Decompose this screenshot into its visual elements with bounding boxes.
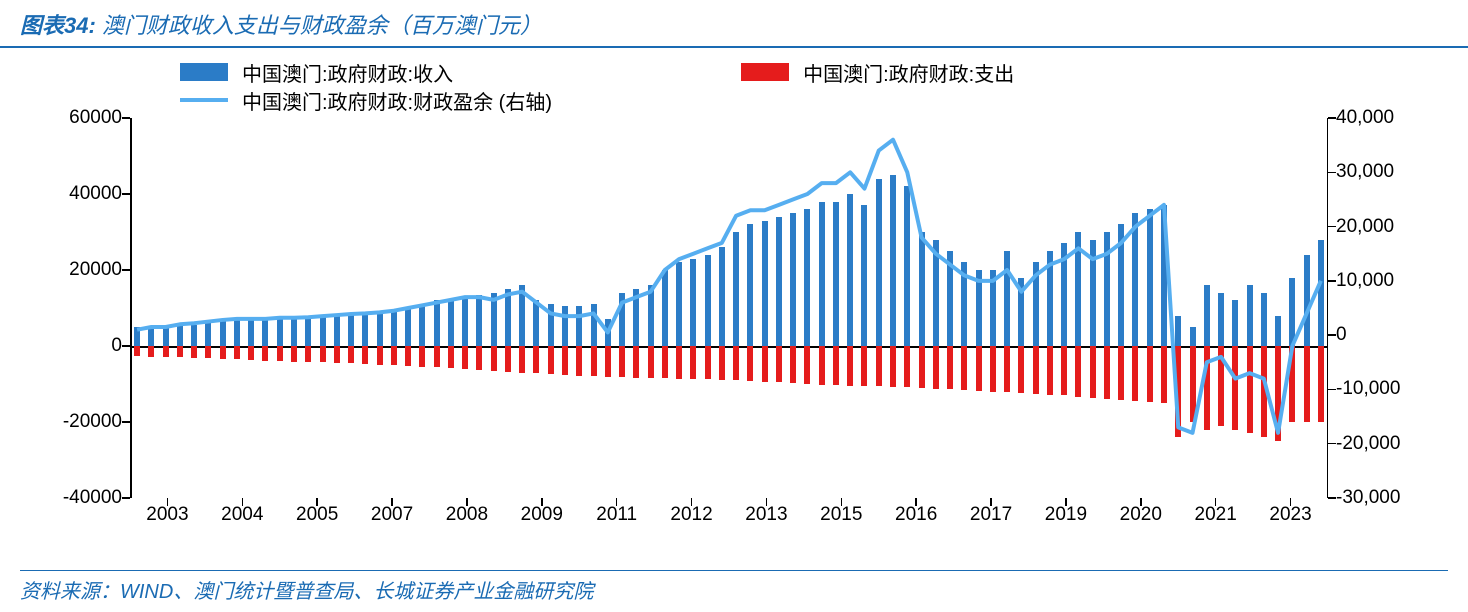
x-tick-label: 2015 bbox=[820, 504, 862, 526]
y-left-tick-label: -20000 bbox=[63, 411, 122, 433]
source-citation: 资料来源：WIND、澳门统计暨普查局、长城证券产业金融研究院 bbox=[20, 570, 1448, 604]
x-tick-label: 2019 bbox=[1045, 504, 1087, 526]
y-right-tick-label: -20,000 bbox=[1336, 433, 1400, 455]
x-tick-label: 2021 bbox=[1195, 504, 1237, 526]
plot-region: -40000-200000200004000060000-30,000-20,0… bbox=[130, 118, 1328, 498]
legend-label-revenue: 中国澳门:政府财政:收入 bbox=[242, 58, 453, 87]
x-tick-label: 2023 bbox=[1269, 504, 1311, 526]
y-left-tick-label: 40000 bbox=[69, 183, 122, 205]
y-left-tick-label: 60000 bbox=[69, 107, 122, 129]
x-tick-label: 2012 bbox=[670, 504, 712, 526]
y-right-tick-label: 10,000 bbox=[1336, 270, 1394, 292]
y-right-tick-label: 0 bbox=[1336, 324, 1347, 346]
line-surplus bbox=[130, 118, 1328, 498]
chart-title-number: 图表34: bbox=[20, 13, 96, 38]
y-left-tick-label: -40000 bbox=[63, 487, 122, 509]
chart-title: 图表34: 澳门财政收入支出与财政盈余（百万澳门元） bbox=[0, 0, 1468, 48]
y-right-tick-label: -10,000 bbox=[1336, 378, 1400, 400]
legend-swatch-expend bbox=[741, 63, 789, 81]
x-tick-label: 2017 bbox=[970, 504, 1012, 526]
chart-title-text: 澳门财政收入支出与财政盈余（百万澳门元） bbox=[96, 13, 542, 38]
x-tick-label: 2004 bbox=[221, 504, 263, 526]
x-tick-label: 2007 bbox=[371, 504, 413, 526]
y-right-tick-label: 30,000 bbox=[1336, 161, 1394, 183]
chart-area: 中国澳门:政府财政:收入 中国澳门:政府财政:支出 中国澳门:政府财政:财政盈余… bbox=[40, 58, 1428, 538]
x-tick-label: 2016 bbox=[895, 504, 937, 526]
y-right-tick-label: -30,000 bbox=[1336, 487, 1400, 509]
legend-swatch-surplus bbox=[180, 98, 228, 102]
legend-swatch-revenue bbox=[180, 63, 228, 81]
legend-label-surplus: 中国澳门:政府财政:财政盈余 (右轴) bbox=[242, 86, 552, 115]
x-tick-label: 2003 bbox=[146, 504, 188, 526]
x-tick-label: 2008 bbox=[446, 504, 488, 526]
x-tick-label: 2020 bbox=[1120, 504, 1162, 526]
legend-row-2: 中国澳门:政府财政:财政盈余 (右轴) bbox=[40, 86, 1428, 114]
y-right-tick-label: 20,000 bbox=[1336, 216, 1394, 238]
legend-label-expend: 中国澳门:政府财政:支出 bbox=[803, 58, 1014, 87]
x-tick-label: 2005 bbox=[296, 504, 338, 526]
x-tick-label: 2013 bbox=[745, 504, 787, 526]
x-tick-label: 2011 bbox=[596, 504, 637, 526]
y-right-tick-label: 40,000 bbox=[1336, 107, 1394, 129]
y-left-tick-label: 20000 bbox=[69, 259, 122, 281]
legend-row-1: 中国澳门:政府财政:收入 中国澳门:政府财政:支出 bbox=[40, 58, 1428, 86]
x-tick-label: 2009 bbox=[521, 504, 563, 526]
y-left-tick-label: 0 bbox=[111, 335, 122, 357]
